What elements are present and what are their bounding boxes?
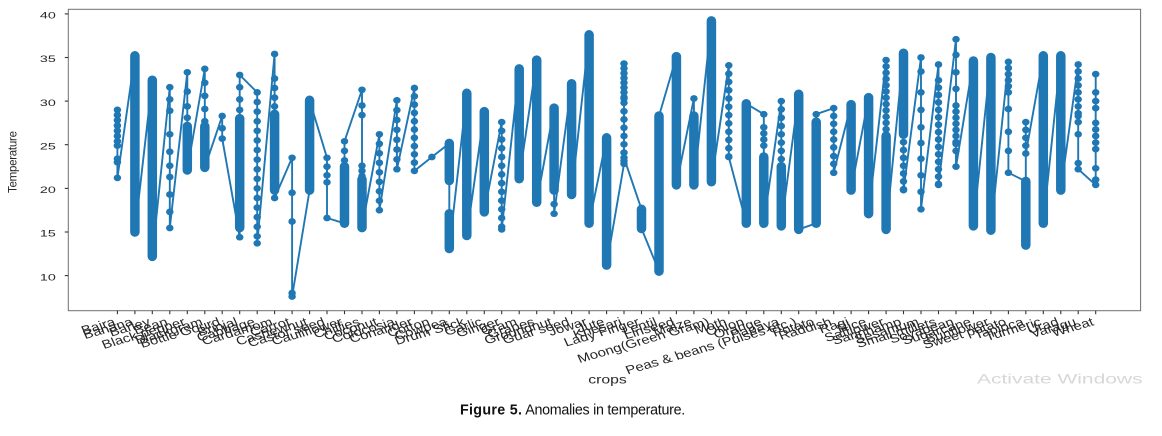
svg-text:30: 30	[40, 97, 56, 108]
svg-text:15: 15	[40, 228, 56, 239]
svg-text:10: 10	[40, 272, 56, 283]
svg-text:crops: crops	[588, 373, 626, 387]
svg-text:35: 35	[40, 54, 56, 65]
svg-text:Temperature: Temperature	[7, 131, 19, 193]
svg-text:40: 40	[40, 10, 56, 21]
svg-text:Activate Windows: Activate Windows	[977, 371, 1143, 387]
svg-text:20: 20	[40, 184, 56, 195]
svg-text:25: 25	[40, 141, 56, 152]
svg-text:Figure 5. Anomalies in tempera: Figure 5. Anomalies in temperature.	[460, 403, 685, 419]
